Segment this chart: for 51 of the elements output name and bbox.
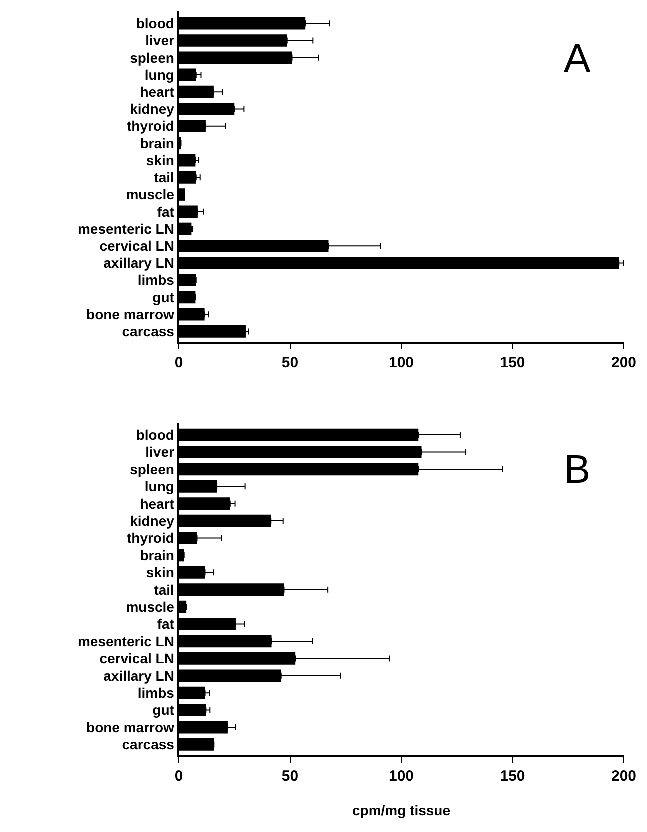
y-tick-label: axillary LN: [104, 255, 174, 272]
y-tick-label: skin: [146, 564, 174, 581]
y-tick-label: mesenteric LN: [78, 633, 174, 650]
y-tick-label: blood: [136, 16, 174, 32]
y-tick-label: fat: [157, 616, 175, 632]
y-tick-label: axillary LN: [104, 668, 174, 684]
y-tick-label: bone marrow: [86, 719, 175, 736]
y-tick-label: heart: [140, 496, 175, 512]
y-tick-label: thyroid: [126, 530, 174, 546]
x-tick-label: 0: [174, 354, 184, 372]
y-tick-label: liver: [146, 32, 175, 49]
y-tick-label: gut: [152, 702, 175, 718]
y-tick-label: blood: [136, 426, 174, 443]
y-tick-label: lung: [144, 478, 174, 495]
y-tick-label: gut: [152, 289, 175, 306]
text: A: [564, 37, 591, 81]
y-tick-label: kidney: [130, 512, 175, 529]
x-tick-label: 100: [388, 354, 414, 372]
x-tick-label: 200: [611, 768, 637, 785]
x-tick-label: 200: [611, 354, 637, 372]
y-tick-label: muscle: [126, 186, 175, 203]
y-tick-label: limbs: [138, 685, 175, 701]
x-tick-label: 0: [174, 768, 184, 785]
y-tick-label: tail: [154, 170, 174, 186]
x-tick-label: 50: [282, 768, 299, 785]
y-tick-label: carcass: [122, 736, 175, 753]
x-tick-label: 50: [282, 354, 299, 372]
y-tick-label: kidney: [130, 101, 175, 118]
y-tick-label: muscle: [126, 598, 175, 615]
y-tick-label: cervical LN: [100, 650, 174, 667]
x-tick-label: 150: [500, 768, 526, 785]
text: B: [564, 448, 591, 492]
y-tick-label: bone marrow: [86, 306, 175, 322]
y-tick-label: limbs: [138, 272, 175, 288]
y-tick-label: cervical LN: [100, 238, 174, 254]
y-tick-label: thyroid: [126, 118, 174, 134]
y-tick-label: spleen: [130, 50, 174, 66]
y-tick-label: lung: [144, 66, 174, 83]
x-tick-label: 100: [388, 768, 414, 785]
y-tick-label: brain: [140, 547, 174, 564]
y-tick-label: carcass: [122, 324, 175, 340]
y-tick-label: skin: [146, 152, 174, 168]
y-tick-label: mesenteric LN: [78, 220, 174, 237]
x-tick-label: 150: [500, 354, 526, 372]
y-tick-label: tail: [154, 582, 174, 598]
y-tick-label: fat: [157, 204, 175, 220]
y-tick-label: brain: [140, 135, 174, 152]
y-tick-label: liver: [146, 444, 175, 460]
y-tick-label: heart: [140, 84, 175, 100]
y-tick-label: spleen: [130, 461, 174, 478]
x-axis-title: cpm/mg tissue: [352, 802, 451, 819]
